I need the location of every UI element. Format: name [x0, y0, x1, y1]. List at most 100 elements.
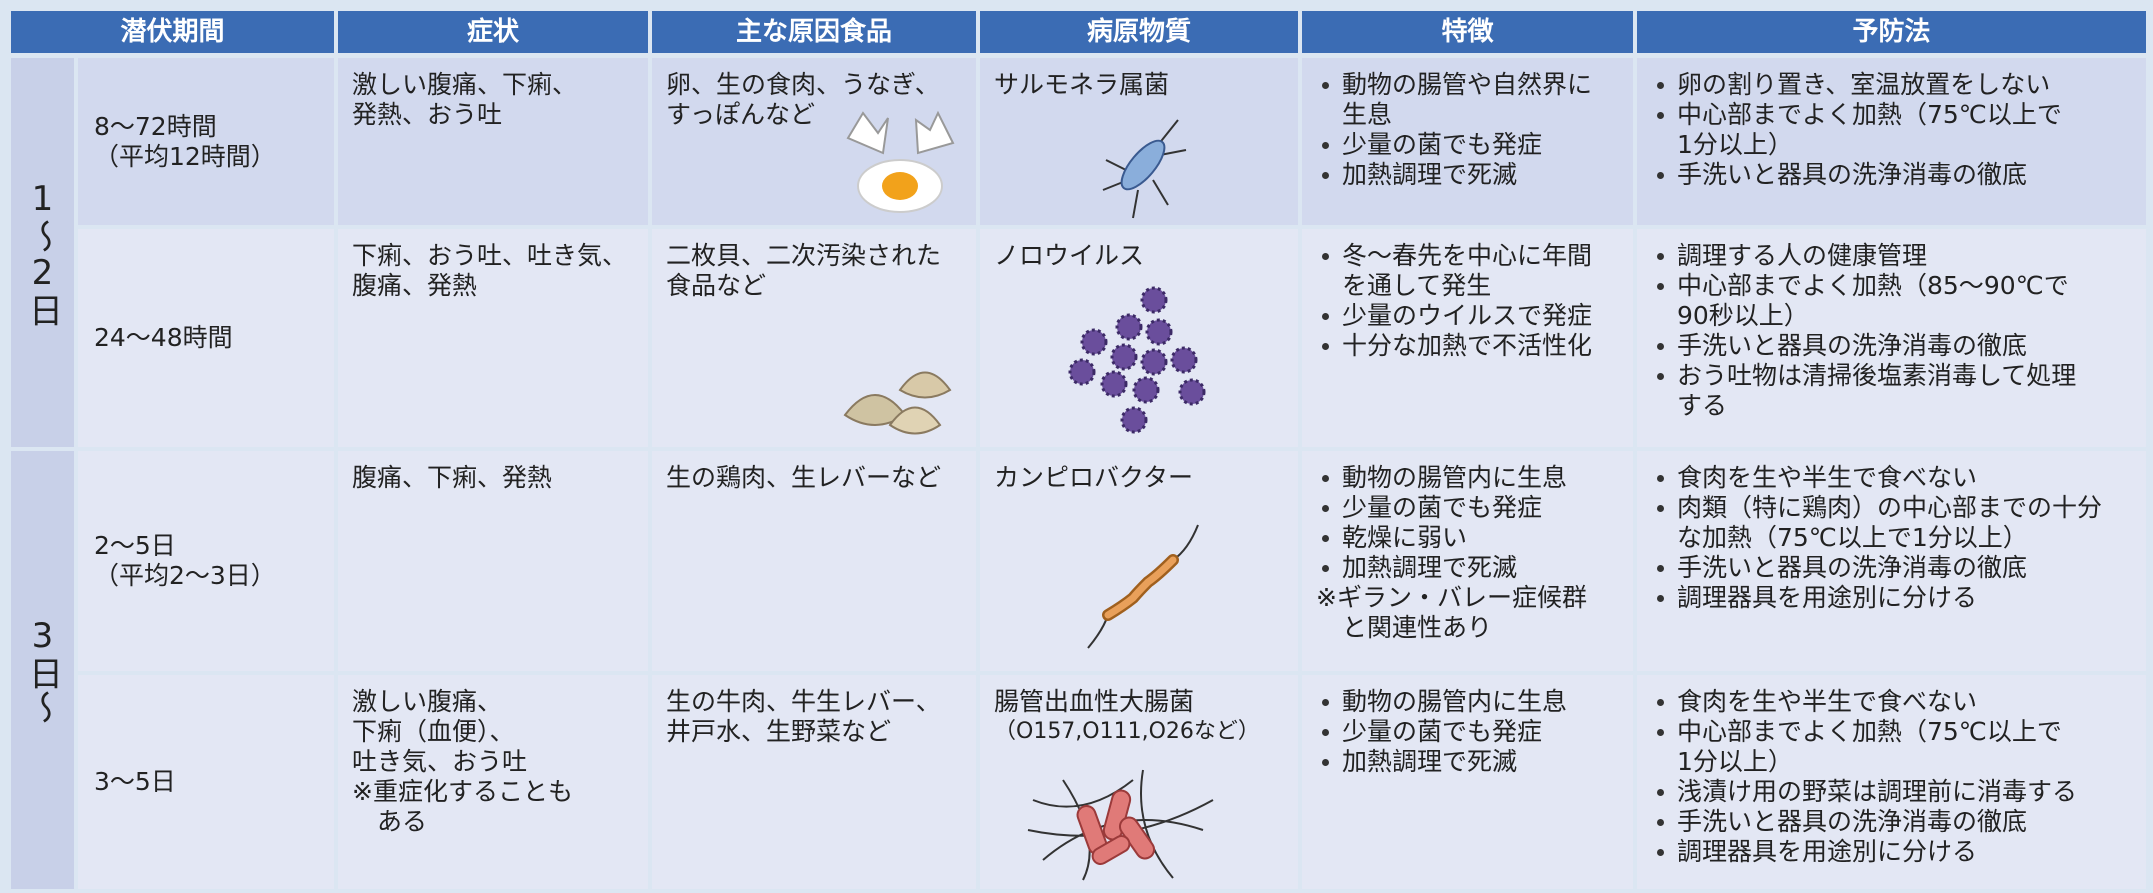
text-line: すっぽんなど	[666, 100, 816, 129]
header-text: 潜伏期間	[120, 17, 225, 47]
text-line: 少量の菌でも発症	[1342, 130, 1543, 159]
text-line: 十分な加熱で不活性化	[1342, 331, 1593, 360]
bullet	[1657, 789, 1664, 796]
bullet	[1657, 475, 1664, 482]
text-line: （平均2～3日）	[94, 561, 276, 590]
text-line: 激しい腹痛、	[352, 687, 503, 716]
text-line: 吐き気、おう吐	[352, 747, 528, 776]
header-cell: 主な原因食品	[652, 11, 976, 53]
header-cell: 症状	[338, 11, 648, 53]
bullet-item: 浅漬け用の野菜は調理前に消毒する	[1651, 777, 2132, 807]
header-text: 主な原因食品	[735, 17, 892, 47]
text-line: カンピロバクター	[994, 463, 1194, 492]
bullet	[1657, 595, 1664, 602]
text-line: 24～48時間	[94, 323, 233, 352]
bullet-item: おう吐物は清掃後塩素消毒して処理 する	[1651, 361, 2132, 421]
text-line: 調理器具を用途別に分ける	[1677, 837, 1978, 866]
header-cell: 潜伏期間	[11, 11, 334, 53]
bullet	[1322, 729, 1329, 736]
text-line: 卵、生の食肉、うなぎ、	[666, 70, 940, 99]
bullet	[1322, 505, 1329, 512]
text-line: 腹痛、発熱	[352, 271, 478, 300]
bullet-item: 食肉を生や半生で食べない	[1651, 687, 2132, 717]
text-line: を通して発生	[1342, 271, 1492, 300]
salmonella-illustration	[1102, 119, 1187, 219]
header-text: 特徴	[1441, 17, 1494, 47]
group-label-cell: 3日～	[11, 451, 74, 889]
note-line: ※ギラン・バレー症候群	[1316, 583, 1587, 612]
egg-illustration	[846, 110, 955, 213]
bullet	[1322, 699, 1329, 706]
pathogen-cell: カンピロバクター	[980, 451, 1298, 671]
bullet-item: 中心部までよく加熱（75℃以上で 1分以上）	[1651, 100, 2132, 160]
bullet	[1322, 535, 1329, 542]
foods-cell: 生の鶏肉、生レバーなど	[652, 451, 976, 671]
period-cell: 3～5日	[78, 675, 334, 889]
prevention-cell: 食肉を生や半生で食べない 肉類（特に鶏肉）の中心部までの十分 な加熱（75℃以上で1…	[1637, 451, 2146, 671]
text-line: 手洗いと器具の洗浄消毒の徹底	[1677, 553, 2028, 582]
bullet-item: 手洗いと器具の洗浄消毒の徹底	[1651, 807, 2132, 837]
group-label: 1～2日	[22, 178, 63, 327]
text-line: 生の鶏肉、生レバーなど	[666, 463, 942, 492]
foods-cell: 生の牛肉、牛生レバー、 井戸水、生野菜など	[652, 675, 976, 889]
text-line: 調理する人の健康管理	[1677, 241, 1928, 270]
bullet	[1322, 253, 1329, 260]
text-line: 2～5日	[94, 531, 176, 560]
bullet	[1657, 699, 1664, 706]
bullet	[1657, 729, 1664, 736]
bullet	[1657, 253, 1664, 260]
bullet	[1657, 505, 1664, 512]
bullet-item: 動物の腸管や自然界に 生息	[1316, 70, 1619, 130]
bullet-item: 加熱調理で死滅	[1316, 553, 1619, 583]
text-line: 生の牛肉、牛生レバー、	[666, 687, 941, 716]
bullet	[1657, 819, 1664, 826]
bullet	[1657, 172, 1664, 179]
text-line: （平均12時間）	[94, 141, 276, 171]
bullet-item: 調理器具を用途別に分ける	[1651, 837, 2132, 867]
text-line: 中心部までよく加熱（85～90℃で	[1677, 271, 2069, 300]
text-line: 冬～春先を中心に年間	[1342, 241, 1593, 270]
text-line: 激しい腹痛、下痢、	[352, 70, 578, 99]
text-line: 食肉を生や半生で食べない	[1677, 687, 1978, 716]
group-label: 3日～	[22, 616, 63, 724]
prevention-cell: 調理する人の健康管理 中心部までよく加熱（85～90℃で 90秒以上） 手洗いと器具の…	[1637, 229, 2146, 447]
prevention-cell: 食肉を生や半生で食べない 中心部までよく加熱（75℃以上で 1分以上） 浅漬け用の野菜…	[1637, 675, 2146, 889]
text-line: 少量の菌でも発症	[1342, 717, 1543, 746]
features-cell: 動物の腸管や自然界に 生息 少量の菌でも発症 加熱調理で死滅	[1302, 58, 1633, 225]
ehec-illustration	[1027, 769, 1214, 881]
features-cell: 動物の腸管内に生息 少量の菌でも発症 乾燥に弱い 加熱調理で死滅 ※ギラン・バレー症候群…	[1302, 451, 1633, 671]
text-line: 下痢、おう吐、吐き気、	[352, 241, 628, 270]
bullet	[1657, 343, 1664, 350]
bullet-item: 調理する人の健康管理	[1651, 241, 2132, 271]
bullet-item: 手洗いと器具の洗浄消毒の徹底	[1651, 331, 2132, 361]
header-text: 予防法	[1852, 17, 1931, 47]
text-line: 井戸水、生野菜など	[666, 717, 892, 746]
bullet-item: 動物の腸管内に生息	[1316, 463, 1619, 493]
text-line: 腹痛、下痢、発熱	[352, 463, 553, 492]
bullet-item: 肉類（特に鶏肉）の中心部までの十分 な加熱（75℃以上で1分以上）	[1651, 493, 2132, 553]
bullet-item: 少量の菌でも発症	[1316, 717, 1619, 747]
features-cell: 冬～春先を中心に年間 を通して発生 少量のウイルスで発症 十分な加熱で不活性化	[1302, 229, 1633, 447]
header-cell: 予防法	[1637, 11, 2146, 53]
bullet	[1322, 565, 1329, 572]
clam-illustration	[843, 371, 952, 435]
bullet-item: 動物の腸管内に生息	[1316, 687, 1619, 717]
period-cell: 2～5日 （平均2～3日）	[78, 451, 334, 671]
text-line: ※重症化することも	[352, 777, 573, 806]
period-cell: 8～72時間 （平均12時間）	[78, 58, 334, 225]
bullet-item: 少量のウイルスで発症	[1316, 301, 1619, 331]
text-line: 1分以上）	[1677, 130, 1793, 159]
bullet	[1657, 112, 1664, 119]
bullet-item: 卵の割り置き、室温放置をしない	[1651, 70, 2132, 100]
header-cell: 特徴	[1302, 11, 1633, 53]
header-cell: 病原物質	[980, 11, 1298, 53]
text-line: 手洗いと器具の洗浄消毒の徹底	[1677, 807, 2028, 836]
text-line: 動物の腸管内に生息	[1342, 463, 1568, 492]
bullet-item: 冬～春先を中心に年間 を通して発生	[1316, 241, 1619, 301]
bullet-item: 加熱調理で死滅	[1316, 747, 1619, 777]
bullet-item: 調理器具を用途別に分ける	[1651, 583, 2132, 613]
group-label-cell: 1～2日	[11, 58, 74, 447]
text-line: 発熱、おう吐	[352, 100, 503, 129]
symptoms-cell: 腹痛、下痢、発熱	[338, 451, 648, 671]
